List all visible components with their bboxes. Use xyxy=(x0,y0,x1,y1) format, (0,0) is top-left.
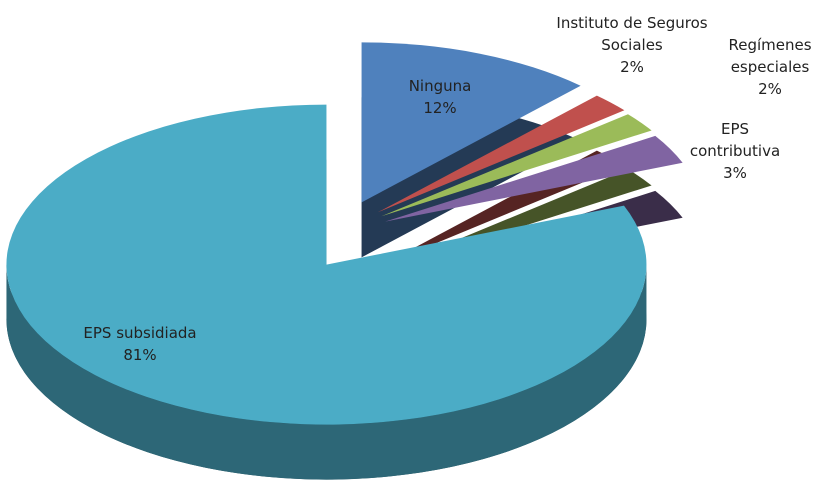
slice xyxy=(361,42,581,203)
slice-label: Instituto de Seguros Sociales 2% xyxy=(547,12,717,78)
value-label: 3% xyxy=(723,164,747,182)
slice-label: Regímenes especiales 2% xyxy=(720,34,820,100)
slice-tops xyxy=(6,42,683,425)
category-name: Ninguna xyxy=(408,77,472,95)
slice-sides xyxy=(6,264,647,480)
value-label: 12% xyxy=(423,99,457,117)
slice-label: Ninguna 12% xyxy=(385,75,495,119)
slice-label: EPS contributiva 3% xyxy=(675,118,795,184)
slice xyxy=(385,135,683,222)
category-name: Regímenes especiales xyxy=(728,36,812,76)
slice-label: EPS subsidiada 81% xyxy=(30,322,250,366)
value-label: 2% xyxy=(758,80,782,98)
category-name: EPS contributiva xyxy=(689,120,781,160)
slice-side xyxy=(6,264,647,480)
category-name: EPS subsidiada xyxy=(83,324,197,342)
slice xyxy=(6,104,647,425)
value-label: 81% xyxy=(123,346,157,364)
slice xyxy=(381,114,652,217)
slice xyxy=(377,95,625,213)
category-name: Instituto de Seguros Sociales xyxy=(556,14,708,54)
value-label: 2% xyxy=(620,58,644,76)
